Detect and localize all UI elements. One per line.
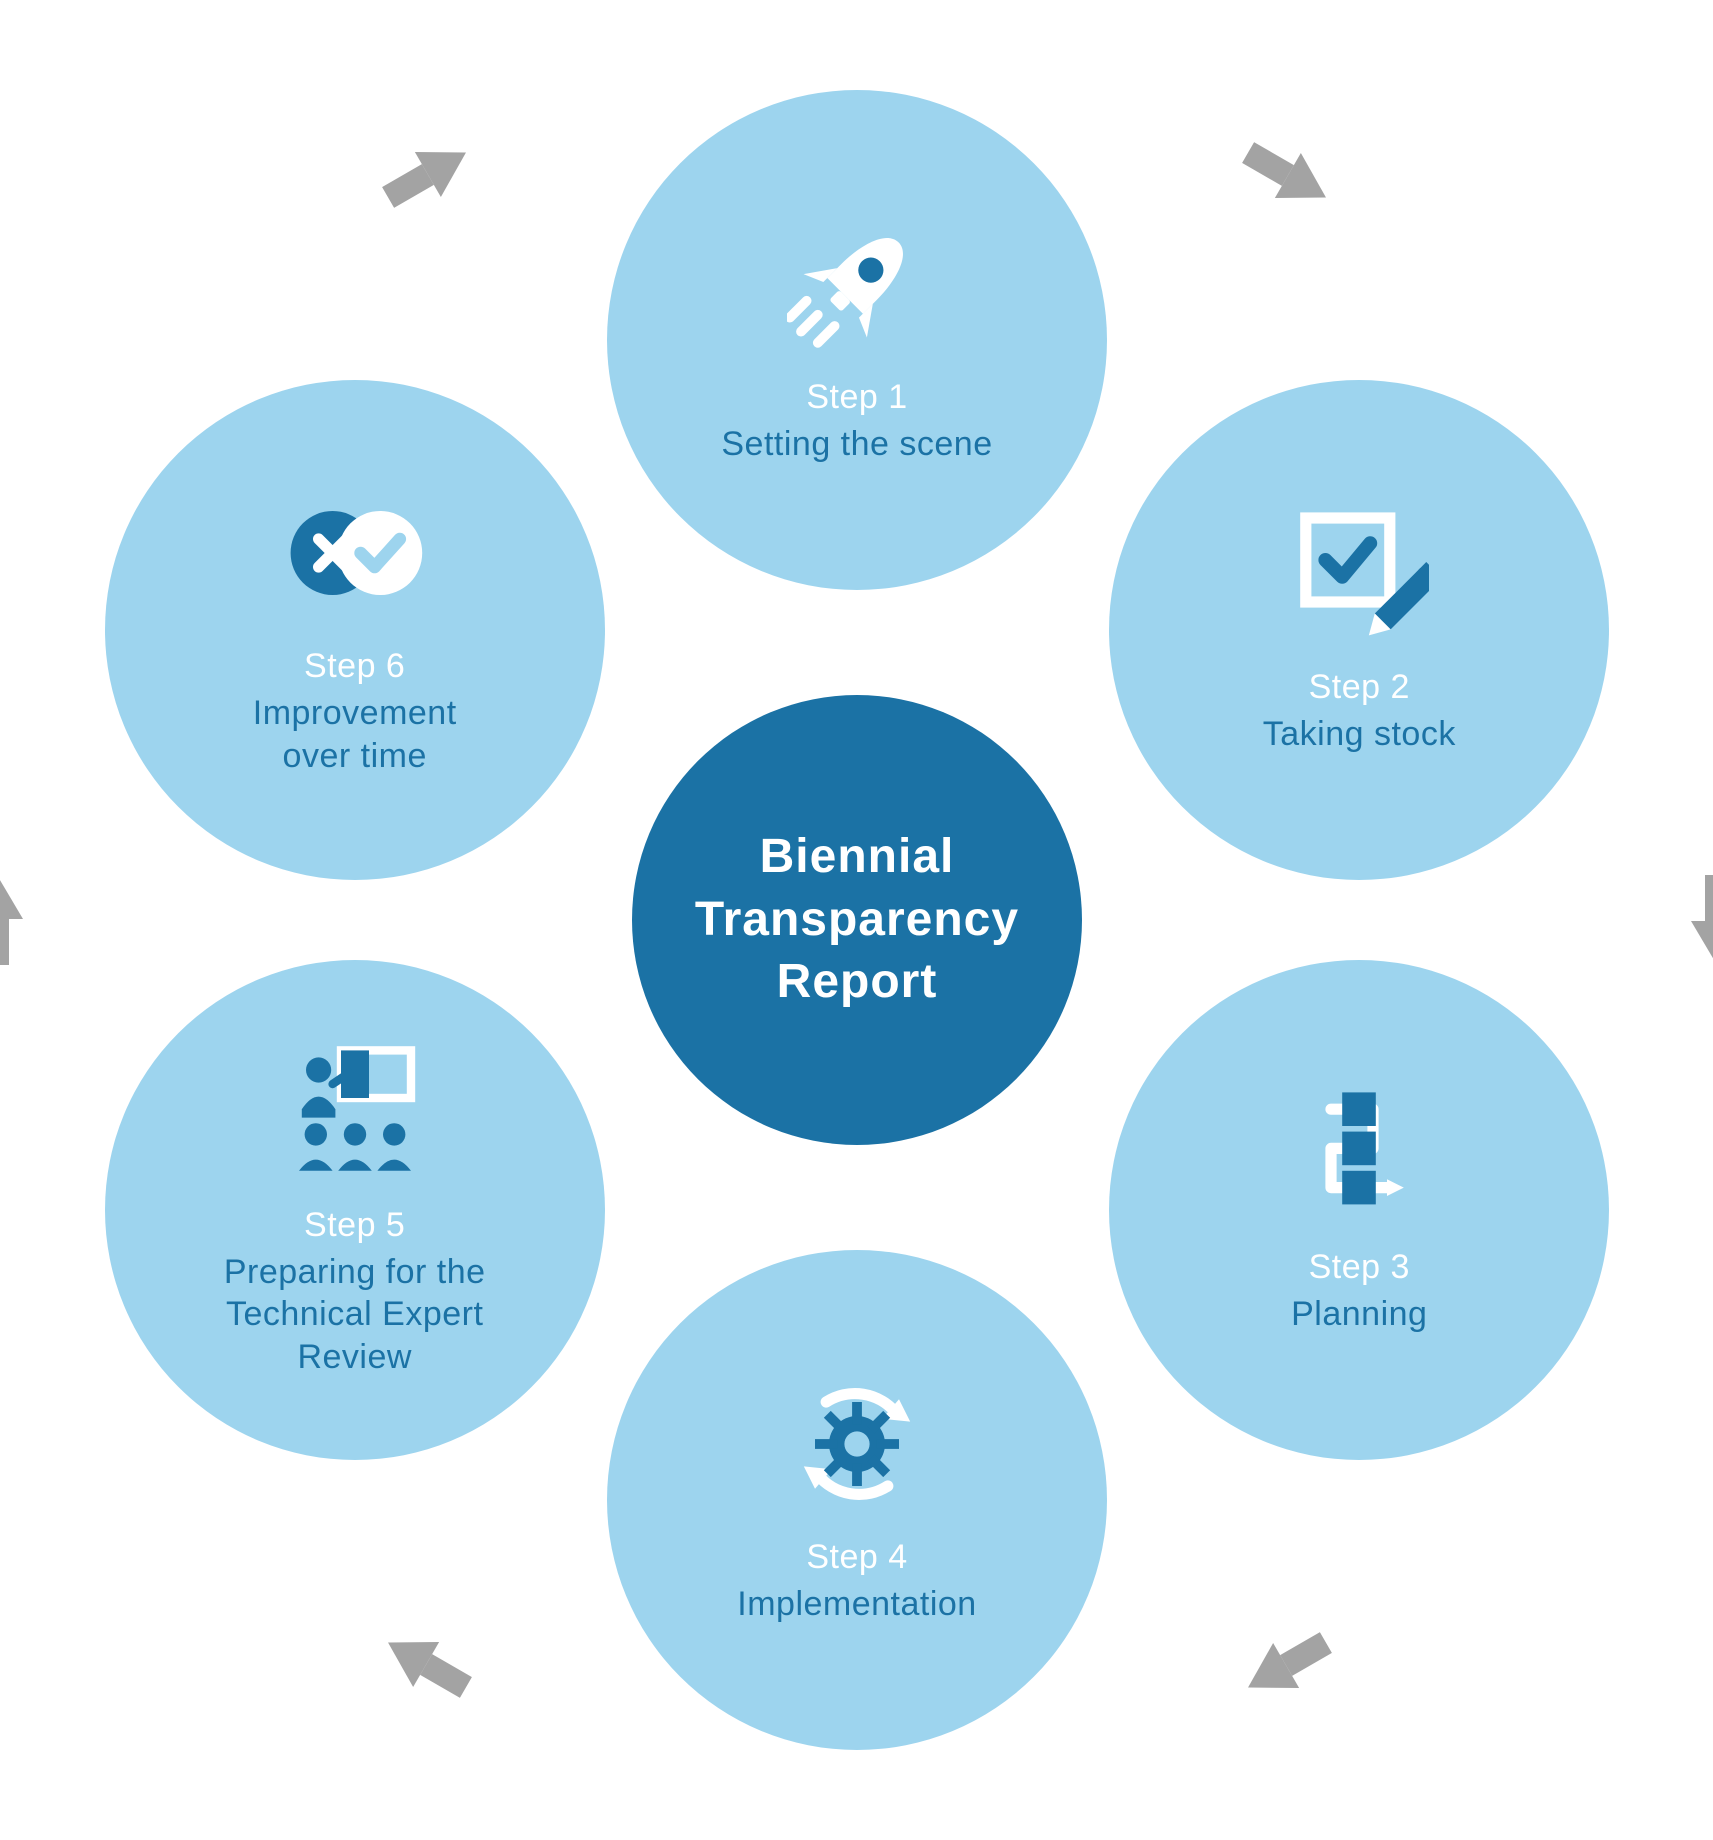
step-6-label: Step 6 bbox=[304, 647, 405, 686]
step-3-label: Step 3 bbox=[1309, 1248, 1410, 1287]
arrow-3 bbox=[1235, 1620, 1339, 1710]
training-icon bbox=[285, 1042, 425, 1182]
step-5-label: Step 5 bbox=[304, 1206, 405, 1245]
arrow-6 bbox=[375, 130, 479, 220]
step-3-description: Planning bbox=[1291, 1293, 1427, 1336]
arrow-4 bbox=[375, 1620, 479, 1710]
diagram-stage: BiennialTransparencyReport Step 1 Setting… bbox=[0, 0, 1713, 1840]
gear-cycle-icon bbox=[787, 1374, 927, 1514]
step-2-label: Step 2 bbox=[1309, 668, 1410, 707]
rocket-icon bbox=[787, 214, 927, 354]
step-4-circle: Step 4 Implementation bbox=[607, 1250, 1107, 1750]
checkbox-pencil-icon bbox=[1289, 504, 1429, 644]
center-circle: BiennialTransparencyReport bbox=[632, 695, 1082, 1145]
step-5-description: Preparing for the Technical Expert Revie… bbox=[224, 1251, 486, 1379]
step-1-circle: Step 1 Setting the scene bbox=[607, 90, 1107, 590]
center-title: BiennialTransparencyReport bbox=[695, 826, 1019, 1013]
step-1-description: Setting the scene bbox=[721, 423, 992, 466]
step-2-description: Taking stock bbox=[1263, 713, 1456, 756]
step-4-label: Step 4 bbox=[806, 1538, 907, 1577]
arrow-2 bbox=[1691, 875, 1713, 965]
step-6-circle: Step 6 Improvement over time bbox=[105, 380, 605, 880]
step-6-description: Improvement over time bbox=[253, 692, 457, 777]
step-2-circle: Step 2 Taking stock bbox=[1109, 380, 1609, 880]
step-5-circle: Step 5 Preparing for the Technical Expert… bbox=[105, 960, 605, 1460]
roadmap-icon bbox=[1289, 1084, 1429, 1224]
arrow-1 bbox=[1235, 130, 1339, 220]
step-1-label: Step 1 bbox=[806, 378, 907, 417]
step-3-circle: Step 3 Planning bbox=[1109, 960, 1609, 1460]
step-4-description: Implementation bbox=[737, 1583, 976, 1626]
x-check-icon bbox=[285, 483, 425, 623]
arrow-5 bbox=[0, 875, 23, 965]
